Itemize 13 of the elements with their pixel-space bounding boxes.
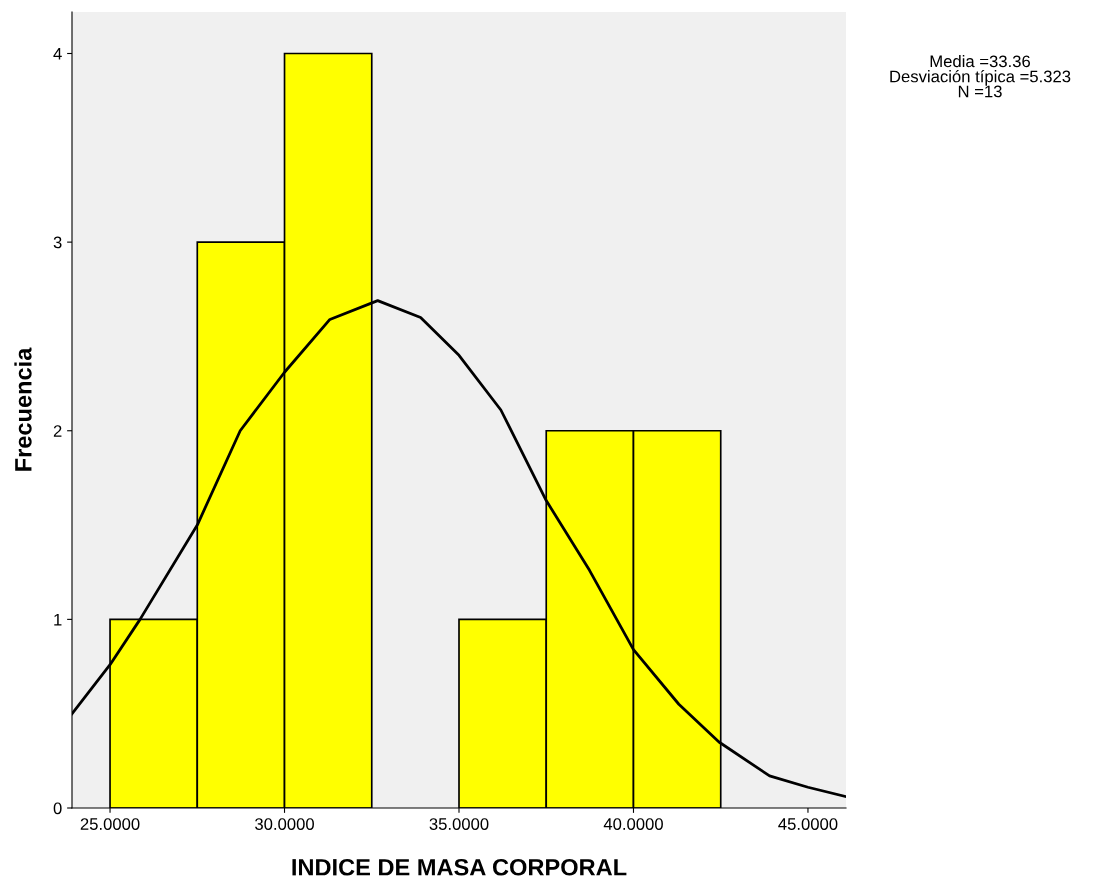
- y-axis-title: Frecuencia: [14, 347, 32, 471]
- x-tick-label: 45.0000: [778, 818, 838, 830]
- y-tick-label: 1: [54, 613, 62, 626]
- text: Media =33.36 Desviación típica =5.323 N =13: [890, 55, 1071, 98]
- y-tick-label: 2: [53, 425, 62, 437]
- x-tick-label: 40.0000: [603, 818, 663, 830]
- x-axis-title: INDICE DE MASA CORPORAL: [292, 858, 627, 876]
- y-tick-label: 3: [53, 236, 62, 249]
- y-tick-label: 0: [53, 802, 62, 815]
- x-tick-label: 25.0000: [80, 818, 140, 830]
- x-tick-label: 30.0000: [255, 818, 314, 830]
- y-tick-label: 4: [53, 48, 62, 60]
- x-tick-label: 35.0000: [429, 818, 489, 830]
